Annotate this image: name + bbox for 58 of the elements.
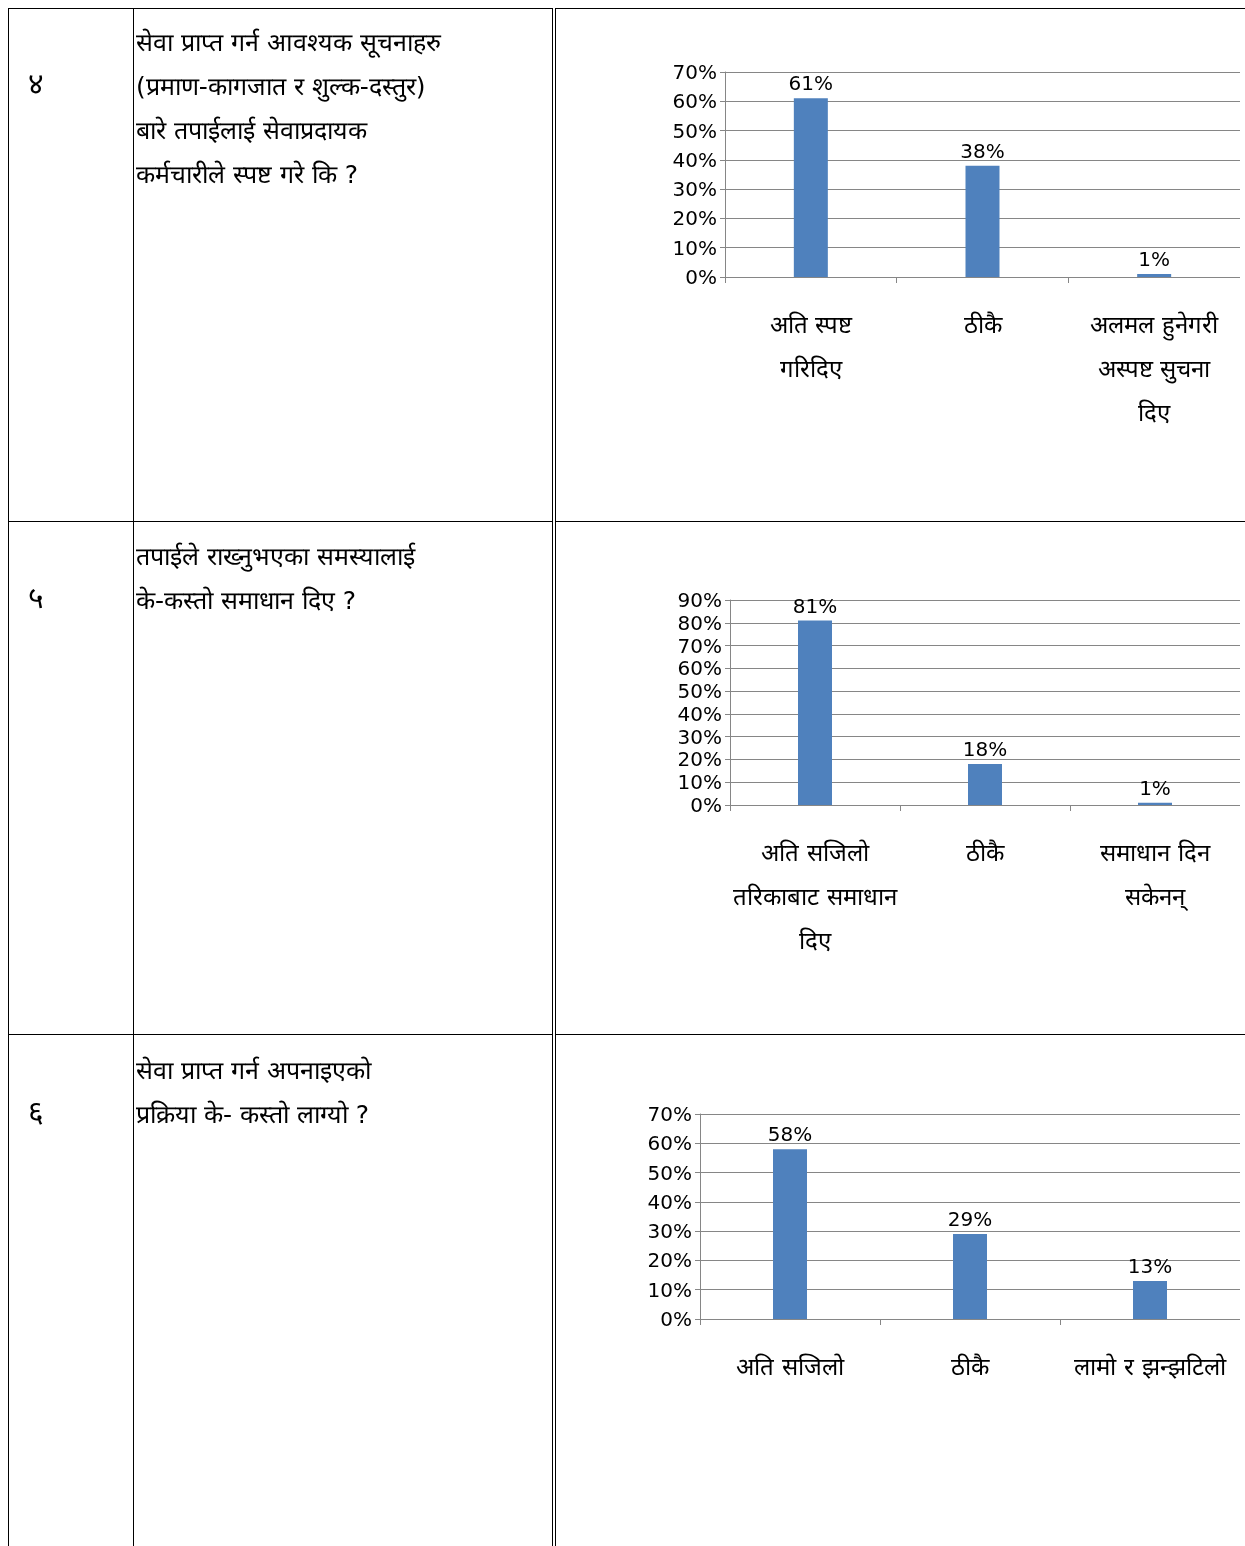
y-tick-label: 0% xyxy=(660,1307,692,1331)
y-tick-label: 0% xyxy=(690,793,722,817)
data-label: 18% xyxy=(962,737,1008,761)
y-tick-label: 60% xyxy=(647,1131,692,1156)
y-tick-label: 20% xyxy=(647,1248,692,1273)
data-label: 1% xyxy=(1138,247,1171,272)
text: ४ xyxy=(28,65,44,101)
x-tick-label: ठीकै xyxy=(951,1353,990,1381)
y-tick-label: 40% xyxy=(677,701,722,726)
text: ५ xyxy=(28,579,44,615)
y-tick-label: 60% xyxy=(677,656,722,681)
text: सेवा प्राप्त गर्न आवश्यक सूचनाहरु (प्रमाण-कागजात र शुल्क-दस्तुर) बारे तपाईलाई सेवाप्रदायक कर्मचारीले स्पष्ट गरे कि ? xyxy=(136,27,442,189)
y-tick-label: 30% xyxy=(672,177,717,202)
y-tick-label: 70% xyxy=(647,1102,692,1126)
y-tick-label: 0% xyxy=(685,265,717,289)
x-tick-label: अति सजिलो तरिकाबाट समाधान दिए xyxy=(733,839,898,955)
data-label: 1% xyxy=(1139,775,1171,800)
data-label: 38% xyxy=(960,138,1005,163)
y-tick-label: 40% xyxy=(647,1189,692,1214)
x-tick-label: ठीकै xyxy=(963,311,1003,339)
y-tick-label: 50% xyxy=(672,118,717,143)
data-label: 81% xyxy=(792,593,838,618)
y-tick-label: 40% xyxy=(672,147,717,172)
y-tick-label: 80% xyxy=(677,610,722,635)
data-label: 13% xyxy=(1127,1253,1173,1278)
y-tick-label: 20% xyxy=(672,206,717,231)
bar xyxy=(773,1149,807,1319)
y-tick-label: 30% xyxy=(677,724,722,749)
bar xyxy=(798,620,832,805)
y-tick-label: 50% xyxy=(677,679,722,704)
y-tick-label: 50% xyxy=(647,1160,692,1185)
y-tick-label: 70% xyxy=(677,633,722,658)
y-tick-label: 20% xyxy=(677,747,722,772)
bar xyxy=(953,1234,987,1319)
y-tick-label: 70% xyxy=(672,60,717,84)
y-tick-label: 10% xyxy=(647,1277,692,1302)
x-tick-label: अति सजिलो xyxy=(736,1353,845,1381)
x-tick-label: समाधान दिन सकेनन् xyxy=(1100,839,1211,912)
x-tick-label: ठीकै xyxy=(966,839,1005,867)
y-tick-label: 30% xyxy=(647,1219,692,1244)
text: ६ xyxy=(28,1093,44,1129)
bar xyxy=(1133,1280,1167,1319)
x-tick-label: अलमल हुनेगरी अस्पष्ट सुचना दिए xyxy=(1090,311,1219,427)
data-label: 58% xyxy=(767,1122,813,1147)
y-tick-label: 60% xyxy=(672,89,717,114)
data-label: 29% xyxy=(947,1207,993,1232)
bar xyxy=(968,764,1002,805)
y-tick-label: 90% xyxy=(677,588,722,612)
text: सेवा प्राप्त गर्न अपनाइएको प्रक्रिया के- कस्तो लाग्यो ? xyxy=(136,1055,372,1129)
y-tick-label: 10% xyxy=(672,235,717,260)
x-tick-label: लामो र झन्झटिलो xyxy=(1074,1353,1227,1381)
text: तपाईले राख्नुभएका समस्यालाई के-कस्तो समाधान दिए ? xyxy=(136,541,416,615)
bar xyxy=(793,98,828,277)
bar xyxy=(1137,274,1172,277)
y-tick-label: 10% xyxy=(677,770,722,795)
x-tick-label: अति स्पष्ट गरिदिए xyxy=(769,311,854,383)
data-label: 61% xyxy=(788,71,834,96)
bar xyxy=(965,165,1000,277)
